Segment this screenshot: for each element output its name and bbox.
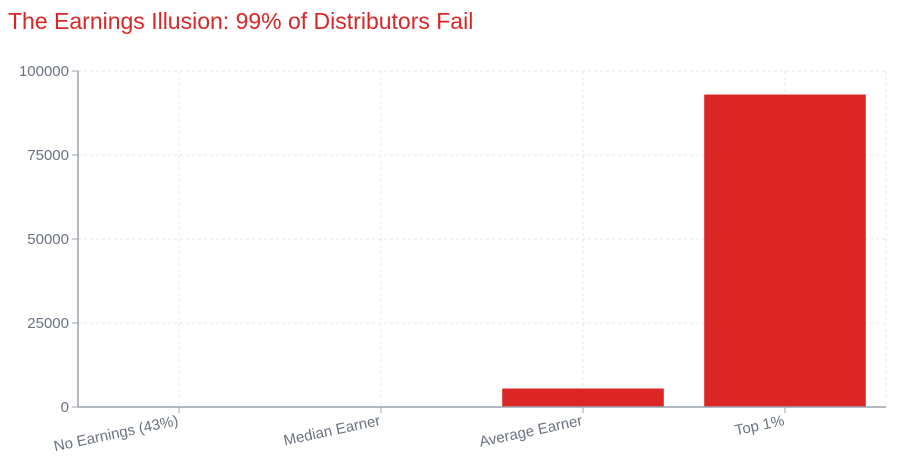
y-tick-label: 50000 [27, 231, 69, 248]
x-tick-label: No Earnings (43%) [52, 412, 179, 455]
y-tick-label: 0 [61, 399, 69, 416]
bars [300, 94, 866, 408]
chart-title: The Earnings Illusion: 99% of Distributo… [8, 8, 474, 34]
x-tick-label: Median Earner [282, 412, 382, 449]
y-tick-label: 75000 [27, 147, 69, 164]
x-tick-label: Top 1% [733, 412, 785, 439]
y-tick-label: 100000 [19, 63, 69, 80]
y-tick-label: 25000 [27, 315, 69, 332]
bar-3[interactable] [704, 94, 866, 408]
x-tick-label: Average Earner [478, 412, 584, 450]
x-axis-ticks: No Earnings (43%) Median Earner Average Ea… [52, 407, 786, 455]
bar-2[interactable] [502, 388, 664, 407]
y-axis-ticks: 0 25000 50000 75000 100000 [19, 63, 78, 416]
grid-lines [78, 70, 887, 407]
